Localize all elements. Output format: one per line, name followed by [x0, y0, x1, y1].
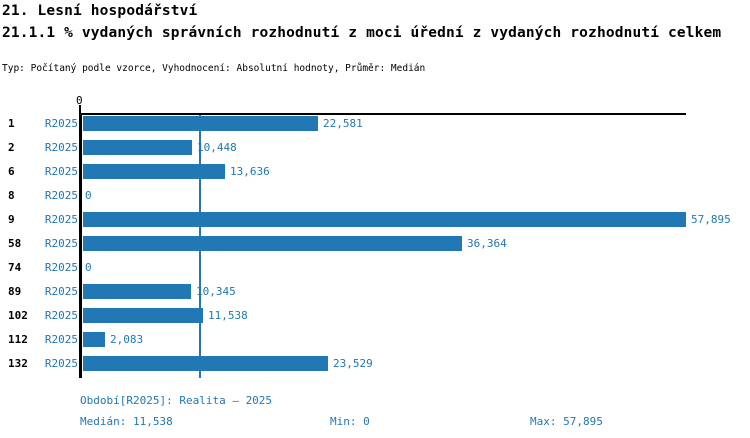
bar — [83, 356, 328, 371]
bar — [83, 212, 686, 227]
row-series-label: R2025 — [44, 309, 78, 322]
bar — [83, 236, 462, 251]
row-series-label: R2025 — [44, 285, 78, 298]
row-series-label: R2025 — [44, 117, 78, 130]
bar-value-label: 10,345 — [196, 285, 236, 298]
y-axis-line — [79, 113, 82, 378]
bar-value-label: 10,448 — [197, 141, 237, 154]
bar-value-label: 22,581 — [323, 117, 363, 130]
row-series-label: R2025 — [44, 333, 78, 346]
footer-min: Min: 0 — [330, 415, 370, 428]
row-series-label: R2025 — [44, 165, 78, 178]
row-category-label: 132 — [8, 357, 28, 370]
bar — [83, 284, 191, 299]
x-axis-line — [79, 113, 686, 115]
footer-period: Období[R2025]: Realita – 2025 — [80, 394, 273, 407]
row-category-label: 1 — [8, 117, 15, 130]
row-category-label: 58 — [8, 237, 22, 250]
footer-median: Medián: 11,538 — [80, 415, 173, 428]
row-series-label: R2025 — [44, 261, 78, 274]
row-category-label: 6 — [8, 165, 15, 178]
bar — [83, 116, 318, 131]
row-series-label: R2025 — [44, 189, 78, 202]
bar-value-label: 2,083 — [110, 333, 144, 346]
bar — [83, 308, 203, 323]
row-series-label: R2025 — [44, 213, 78, 226]
bar-value-label: 0 — [85, 261, 92, 274]
row-category-label: 9 — [8, 213, 15, 226]
indicator-meta-line: Typ: Počítaný podle vzorce, Vyhodnocení:… — [2, 63, 426, 74]
row-category-label: 2 — [8, 141, 15, 154]
bar-value-label: 23,529 — [333, 357, 373, 370]
row-series-label: R2025 — [44, 357, 78, 370]
bar — [83, 332, 105, 347]
row-category-label: 102 — [8, 309, 28, 322]
footer-max: Max: 57,895 — [530, 415, 603, 428]
row-category-label: 112 — [8, 333, 28, 346]
x-axis-zero-tick-label: 0 — [76, 94, 83, 107]
row-category-label: 8 — [8, 189, 15, 202]
row-series-label: R2025 — [44, 141, 78, 154]
bar-value-label: 11,538 — [208, 309, 248, 322]
bar — [83, 164, 225, 179]
bar-value-label: 57,895 — [691, 213, 731, 226]
row-series-label: R2025 — [44, 237, 78, 250]
bar-value-label: 0 — [85, 189, 92, 202]
bar-value-label: 13,636 — [230, 165, 270, 178]
zero-tick-mark — [79, 105, 81, 114]
bar — [83, 140, 192, 155]
indicator-subtitle: 21.1.1 % vydaných správních rozhodnutí z… — [2, 25, 722, 41]
row-category-label: 74 — [8, 261, 22, 274]
page-title: 21. Lesní hospodářství — [2, 3, 198, 19]
bar-value-label: 36,364 — [467, 237, 507, 250]
row-category-label: 89 — [8, 285, 22, 298]
